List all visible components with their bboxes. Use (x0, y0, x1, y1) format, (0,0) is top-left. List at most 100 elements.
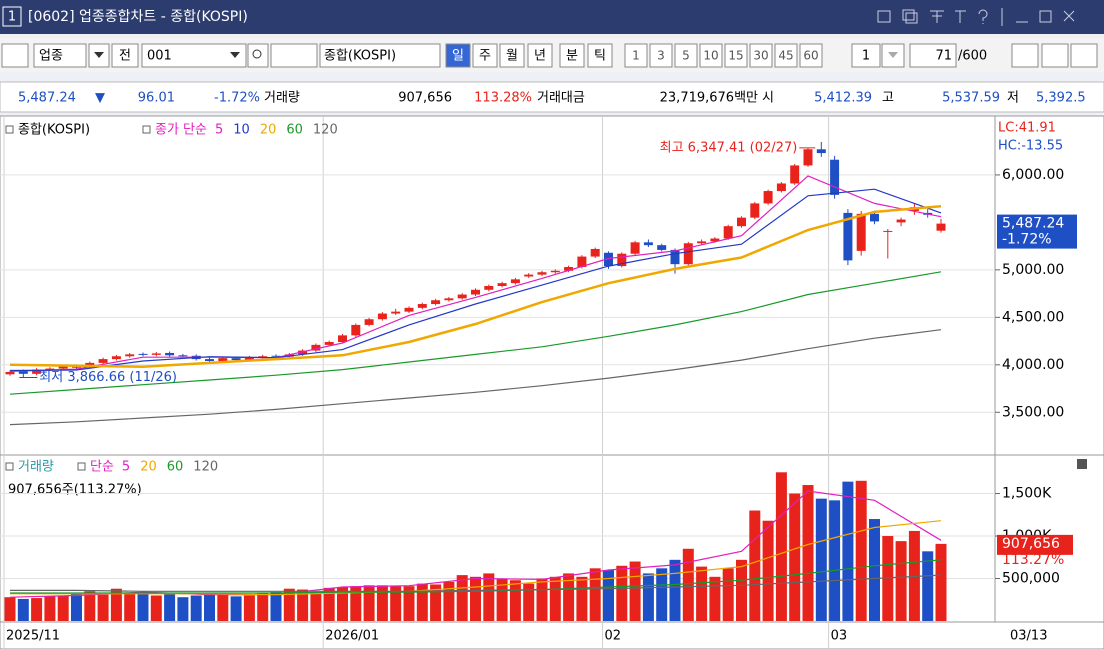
sound-button[interactable] (270, 43, 318, 68)
candle-body (258, 356, 268, 358)
prev-button[interactable] (111, 43, 139, 68)
count-input[interactable] (909, 43, 957, 68)
interval-button[interactable] (724, 43, 748, 68)
open: 5,412.39 (814, 91, 872, 106)
interval-button[interactable] (774, 43, 798, 68)
volume-bar (922, 551, 934, 621)
dropdown-arrow (230, 52, 240, 58)
candle-body (524, 274, 534, 277)
legend-entry: 5 (122, 460, 130, 475)
menu-button[interactable] (1, 43, 29, 68)
candle-body (630, 242, 640, 254)
volume-bar (177, 597, 189, 621)
candle-body (843, 212, 853, 261)
tool-icons[interactable] (1011, 43, 1098, 68)
volume-bar (629, 561, 641, 621)
arrow: ▼ (95, 91, 105, 106)
candle-body (830, 159, 840, 195)
candle-body (271, 355, 281, 357)
volume-bar (416, 583, 428, 621)
interval-button[interactable] (749, 43, 773, 68)
title-bar (0, 0, 1104, 34)
search-button[interactable] (247, 43, 269, 68)
last-price: 5,487.24 (1002, 216, 1064, 232)
legend-kind: 단순 (90, 460, 114, 475)
last-price-box (997, 214, 1077, 249)
count: 71 (935, 49, 952, 64)
market-combo[interactable] (33, 43, 87, 68)
moving-average (10, 559, 942, 594)
moving-average (9, 175, 942, 372)
volume-bar (749, 510, 761, 621)
candle-body (205, 359, 214, 362)
candle-body (936, 223, 946, 231)
volume-bar (363, 585, 375, 621)
candle-body (244, 357, 254, 361)
candle-body (710, 238, 720, 242)
interval-button[interactable] (649, 43, 673, 68)
interval-button[interactable] (799, 43, 823, 68)
volume-bar (935, 543, 947, 621)
date-axis (0, 621, 1104, 649)
dropdown-arrow (888, 52, 898, 58)
candle-body (298, 350, 308, 355)
candle-body (670, 249, 680, 265)
candle-body (125, 354, 135, 357)
candle-body (723, 226, 733, 239)
period-button[interactable] (445, 43, 471, 68)
period: 년 (534, 49, 546, 64)
volume-bar (230, 596, 242, 621)
volume-bar (217, 594, 229, 621)
volume-bar (696, 566, 708, 621)
candle-body (604, 252, 613, 267)
interval-button[interactable] (674, 43, 698, 68)
interval: 5 (682, 49, 690, 63)
candle-body (564, 267, 574, 271)
candle-body (364, 319, 374, 325)
volume-bar (376, 585, 388, 621)
volume-bar (536, 578, 548, 621)
low-label: 저 (1007, 91, 1019, 106)
volume-bar (736, 559, 747, 621)
candle-body (444, 298, 454, 301)
legend-entry: 20 (260, 123, 277, 138)
amount: 23,719,676백만 (660, 91, 758, 106)
y-tick-label: 6,000.00 (1002, 167, 1064, 183)
multiplier: 1 (862, 49, 870, 64)
count-max: /600 (958, 49, 987, 64)
multiplier-input[interactable] (851, 43, 881, 68)
period-button[interactable] (499, 43, 525, 68)
volume-bar (31, 598, 43, 621)
period-button[interactable] (559, 43, 585, 68)
moving-average (9, 329, 942, 426)
candle-body (590, 248, 600, 257)
interval-button[interactable] (624, 43, 648, 68)
candle-body (338, 335, 347, 343)
x-tick-label: 03 (831, 629, 848, 644)
legend-entry: 120 (193, 460, 218, 475)
period-button[interactable] (587, 43, 613, 68)
title-buttons[interactable] (877, 8, 1075, 26)
period-button[interactable] (527, 43, 553, 68)
panel-button[interactable] (1077, 459, 1087, 469)
candle-body (32, 369, 42, 374)
volume-bar (722, 568, 734, 621)
name: 종합(KOSPI) (324, 49, 396, 64)
market: 업종 (39, 49, 63, 64)
interval-button[interactable] (699, 43, 723, 68)
y-tick-label: 4,000.00 (1002, 357, 1064, 373)
candle-body (870, 213, 879, 222)
volume-bar (603, 570, 614, 621)
volume-bar (829, 500, 841, 621)
volume-bar (815, 498, 827, 621)
last-rate: -1.72% (1002, 232, 1052, 248)
candle-body (737, 217, 746, 227)
volume-bar (869, 519, 880, 621)
code-input[interactable] (141, 43, 247, 68)
period-button[interactable] (472, 43, 498, 68)
legend-entry: 60 (167, 460, 184, 475)
candle-body (324, 342, 334, 345)
volume-bar (297, 589, 309, 621)
volume-summary: 907,656주(113.27%) (8, 483, 142, 498)
volume-bar (882, 536, 894, 621)
